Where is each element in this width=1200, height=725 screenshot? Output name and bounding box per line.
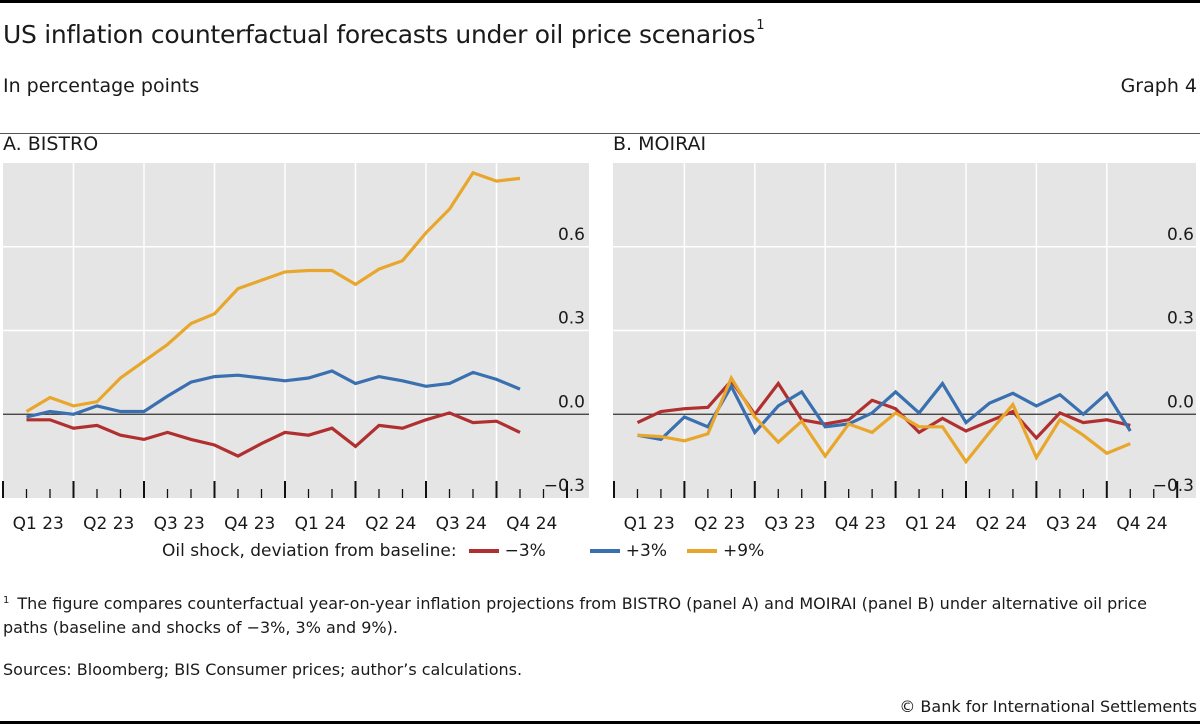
x-tick-label: Q4 24 bbox=[1116, 514, 1167, 534]
series-line-minus3 bbox=[26, 411, 521, 458]
series-line-plus9 bbox=[25, 170, 521, 413]
x-tick-label: Q3 24 bbox=[1046, 514, 1097, 534]
legend-text-plus9: +9% bbox=[723, 541, 765, 561]
legend-item-minus3: −3% bbox=[468, 541, 546, 561]
panel-a-title: A. BISTRO bbox=[3, 133, 99, 155]
x-tick-label: Q2 24 bbox=[976, 514, 1027, 534]
legend-text-plus3: +3% bbox=[625, 541, 668, 561]
y-tick-label: −0.3 bbox=[1153, 476, 1194, 496]
x-tick-label: Q4 23 bbox=[224, 514, 275, 534]
footnote: 1 The figure compares counterfactual year… bbox=[3, 592, 1193, 640]
series-line-plus9 bbox=[637, 374, 1131, 465]
legend-label: Oil shock, deviation from baseline: bbox=[162, 541, 457, 561]
y-tick-label: 0.3 bbox=[1167, 309, 1194, 329]
x-tick-label: Q2 23 bbox=[694, 514, 745, 534]
x-tick-label: Q3 24 bbox=[436, 514, 487, 534]
chart-subtitle: In percentage points bbox=[3, 75, 200, 97]
y-tick-label: 0.0 bbox=[558, 392, 585, 412]
chart-title-text: US inflation counterfactual forecasts un… bbox=[3, 20, 756, 49]
title-footnote-mark: 1 bbox=[756, 18, 765, 33]
y-tick-label: −0.3 bbox=[544, 476, 585, 496]
x-tick-label: Q3 23 bbox=[764, 514, 815, 534]
y-tick-label: 0.6 bbox=[558, 225, 585, 245]
bottom-rule bbox=[0, 721, 1200, 724]
series-line-plus3 bbox=[26, 369, 521, 419]
legend-swatch-plus9 bbox=[687, 549, 718, 553]
footnote-text: The figure compares counterfactual year-… bbox=[3, 594, 1147, 637]
x-tick-label: Q2 24 bbox=[365, 514, 416, 534]
legend-swatch-plus3 bbox=[589, 549, 620, 553]
legend-item-plus3: +3% bbox=[589, 541, 668, 561]
x-tick-label: Q1 24 bbox=[295, 514, 346, 534]
panel-b-title: B. MOIRAI bbox=[613, 133, 707, 155]
panel-a-plot: −0.3 0.0 0.3 0.6 Q1 23 Q2 23 Q3 23 Q4 23 Q1 24 Q2… bbox=[2, 163, 589, 534]
x-tick-label: Q4 24 bbox=[506, 514, 557, 534]
copyright: © Bank for International Settlements bbox=[899, 697, 1197, 716]
panel-b-plot: −0.3 0.0 0.3 0.6 Q1 23 Q2 23 Q3 23 Q4 23 Q1 24 Q2… bbox=[613, 163, 1196, 534]
header-divider bbox=[0, 133, 1200, 134]
top-rule bbox=[0, 0, 1200, 3]
chart-title: US inflation counterfactual forecasts un… bbox=[3, 18, 765, 49]
graph-number: Graph 4 bbox=[1120, 75, 1197, 97]
legend-item-plus9: +9% bbox=[687, 541, 764, 561]
x-tick-label: Q1 23 bbox=[624, 514, 675, 534]
x-tick-label: Q3 23 bbox=[154, 514, 205, 534]
legend-text-minus3: −3% bbox=[504, 541, 546, 561]
sources: Sources: Bloomberg; BIS Consumer prices;… bbox=[3, 660, 523, 679]
x-tick-label: Q2 23 bbox=[83, 514, 134, 534]
y-tick-label: 0.3 bbox=[558, 309, 585, 329]
footnote-mark: 1 bbox=[3, 595, 10, 606]
y-tick-label: 0.6 bbox=[1167, 225, 1194, 245]
chart-canvas: −0.3 0.0 0.3 0.6 Q1 23 Q2 23 Q3 23 Q4 23 Q1 24 Q2… bbox=[2, 163, 1196, 534]
x-tick-label: Q1 24 bbox=[905, 514, 956, 534]
legend: Oil shock, deviation from baseline: −3% … bbox=[162, 541, 764, 561]
legend-swatch-minus3 bbox=[468, 549, 499, 553]
x-tick-label: Q4 23 bbox=[835, 514, 886, 534]
y-tick-label: 0.0 bbox=[1167, 392, 1194, 412]
x-tick-label: Q1 23 bbox=[13, 514, 64, 534]
